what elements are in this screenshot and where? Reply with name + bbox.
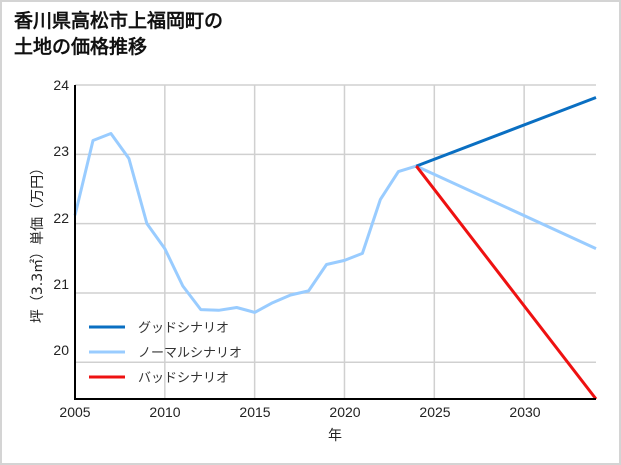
series-line-normal <box>73 132 597 314</box>
y-tick-labels: 24 23 22 21 20 <box>53 77 69 358</box>
chart-title-line1: 香川県高松市上福岡町の <box>14 10 224 32</box>
y-tick-label: 22 <box>53 210 69 226</box>
y-tick-label: 21 <box>53 276 69 292</box>
series-line-good <box>415 96 597 168</box>
legend-label-normal: ノーマルシナリオ <box>138 346 242 361</box>
x-tick-label: 2030 <box>509 404 540 420</box>
x-tick-label: 2015 <box>239 404 270 420</box>
legend-label-bad: バッドシナリオ <box>138 371 229 386</box>
legend-item-normal: ノーマルシナリオ <box>89 346 242 361</box>
series-lines <box>73 96 598 400</box>
gridlines <box>75 84 596 399</box>
y-tick-label: 24 <box>53 77 69 93</box>
legend-label-good: グッドシナリオ <box>138 321 229 336</box>
legend-item-bad: バッドシナリオ <box>89 371 229 386</box>
y-axis-title: 坪（3.3㎡）単価（万円） <box>30 161 46 323</box>
x-tick-label: 2005 <box>59 404 90 420</box>
x-tick-labels: 2005 2010 2015 2020 2025 2030 <box>59 404 540 420</box>
x-tick-label: 2025 <box>419 404 450 420</box>
x-tick-label: 2020 <box>329 404 360 420</box>
x-axis-title: 年 <box>328 428 342 444</box>
x-tick-label: 2010 <box>149 404 180 420</box>
axes <box>74 85 596 400</box>
series-line-bad <box>415 165 598 400</box>
chart-title: 香川県高松市上福岡町の 土地の価格推移 <box>14 8 223 60</box>
legend-item-good: グッドシナリオ <box>89 321 229 336</box>
legend: グッドシナリオ ノーマルシナリオ バッドシナリオ <box>89 321 242 386</box>
y-tick-label: 20 <box>53 342 69 358</box>
chart-title-line2: 土地の価格推移 <box>14 36 148 58</box>
y-tick-label: 23 <box>53 143 69 159</box>
